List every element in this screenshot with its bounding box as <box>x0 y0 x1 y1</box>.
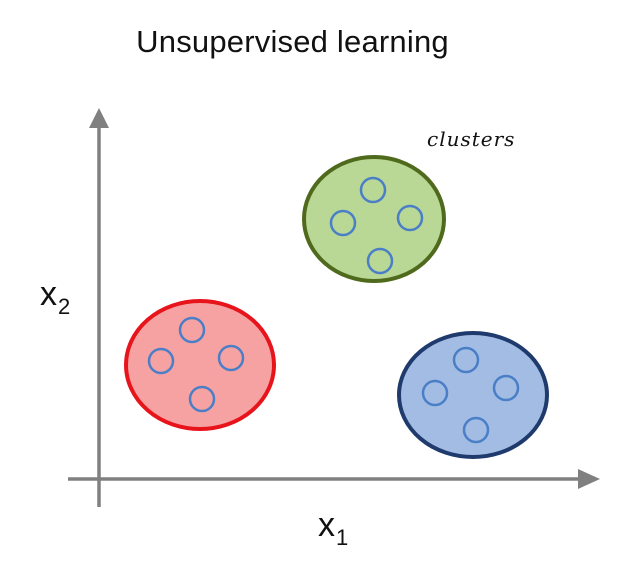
data-point <box>492 374 520 402</box>
data-point <box>217 344 245 372</box>
diagram-title: Unsupervised learning <box>136 24 449 59</box>
clusters-annotation: clusters <box>427 127 516 151</box>
data-point <box>421 379 449 407</box>
data-point <box>329 209 357 237</box>
cluster-green-boundary <box>302 155 446 283</box>
data-point <box>188 385 216 413</box>
y-axis-label-main: x <box>40 275 57 313</box>
y-axis-label: x2 <box>40 275 70 319</box>
x-axis-label-subscript: 1 <box>336 525 349 550</box>
data-point <box>359 176 387 204</box>
x-axis-arrow <box>578 469 600 489</box>
cluster-blue <box>397 331 549 459</box>
y-axis-label-subscript: 2 <box>58 294 71 319</box>
y-axis-arrow <box>89 108 109 128</box>
data-point <box>462 416 490 444</box>
data-point <box>178 316 206 344</box>
cluster-red <box>124 299 276 431</box>
data-point <box>396 204 424 232</box>
data-point <box>452 346 480 374</box>
cluster-green <box>302 155 446 283</box>
data-point <box>366 247 394 275</box>
x-axis-label: x1 <box>318 506 348 550</box>
x-axis-label-main: x <box>318 506 335 544</box>
data-point <box>147 347 175 375</box>
cluster-red-boundary <box>124 299 276 431</box>
cluster-blue-boundary <box>397 331 549 459</box>
